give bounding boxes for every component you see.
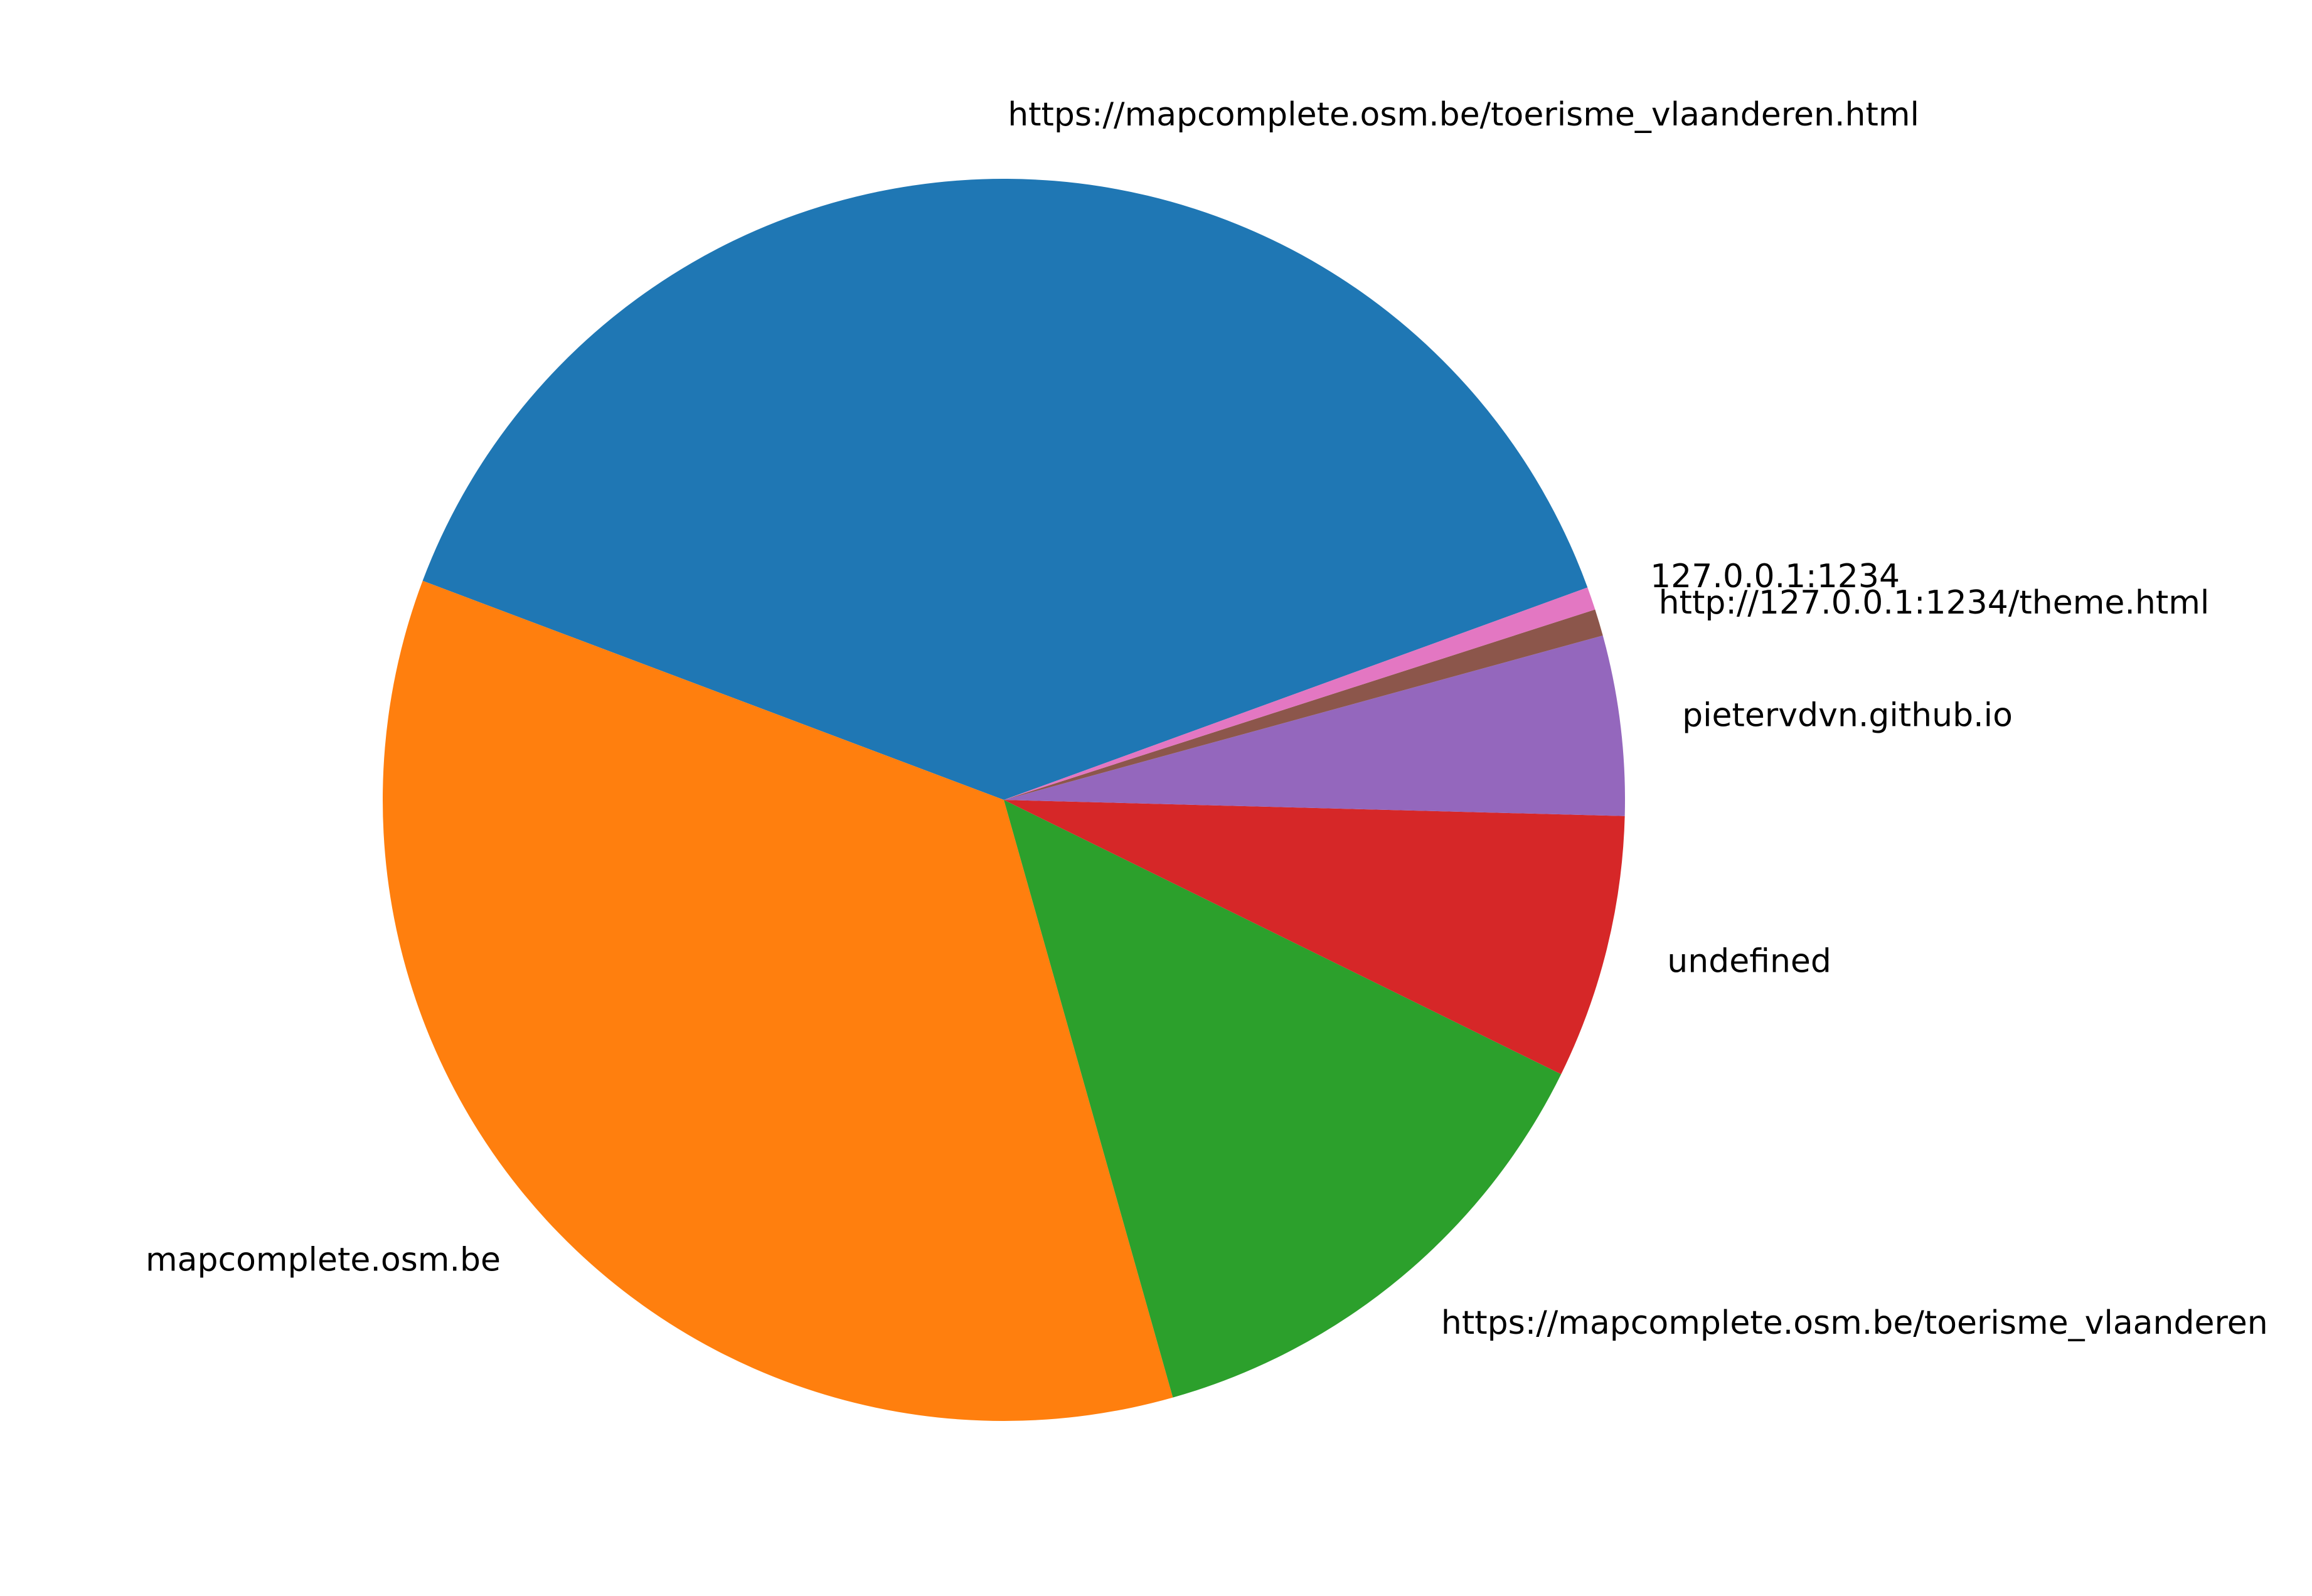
- slice-label: mapcomplete.osm.be: [146, 1242, 501, 1279]
- slice-label: https://mapcomplete.osm.be/toerisme_vlaa…: [1441, 1304, 2268, 1342]
- pie-slice: [1004, 800, 1562, 1398]
- pie-slice: [383, 580, 1173, 1422]
- slice-label: pietervdvn.github.io: [1682, 697, 2013, 735]
- pie-labels: https://mapcomplete.osm.be/toerisme_vlaa…: [146, 96, 2268, 1342]
- pie-slices: [383, 178, 1625, 1422]
- slice-label: https://mapcomplete.osm.be/toerisme_vlaa…: [1008, 96, 1919, 134]
- slice-label: undefined: [1667, 943, 1831, 981]
- slice-label: http://127.0.0.1:1234/theme.html: [1659, 584, 2210, 622]
- pie-slice: [1004, 636, 1625, 816]
- pie-slice: [1004, 587, 1595, 800]
- pie-slice: [1004, 800, 1625, 1075]
- pie-slice: [422, 178, 1588, 800]
- slice-label: 127.0.0.1:1234: [1650, 558, 1900, 595]
- pie-slice: [1004, 609, 1603, 800]
